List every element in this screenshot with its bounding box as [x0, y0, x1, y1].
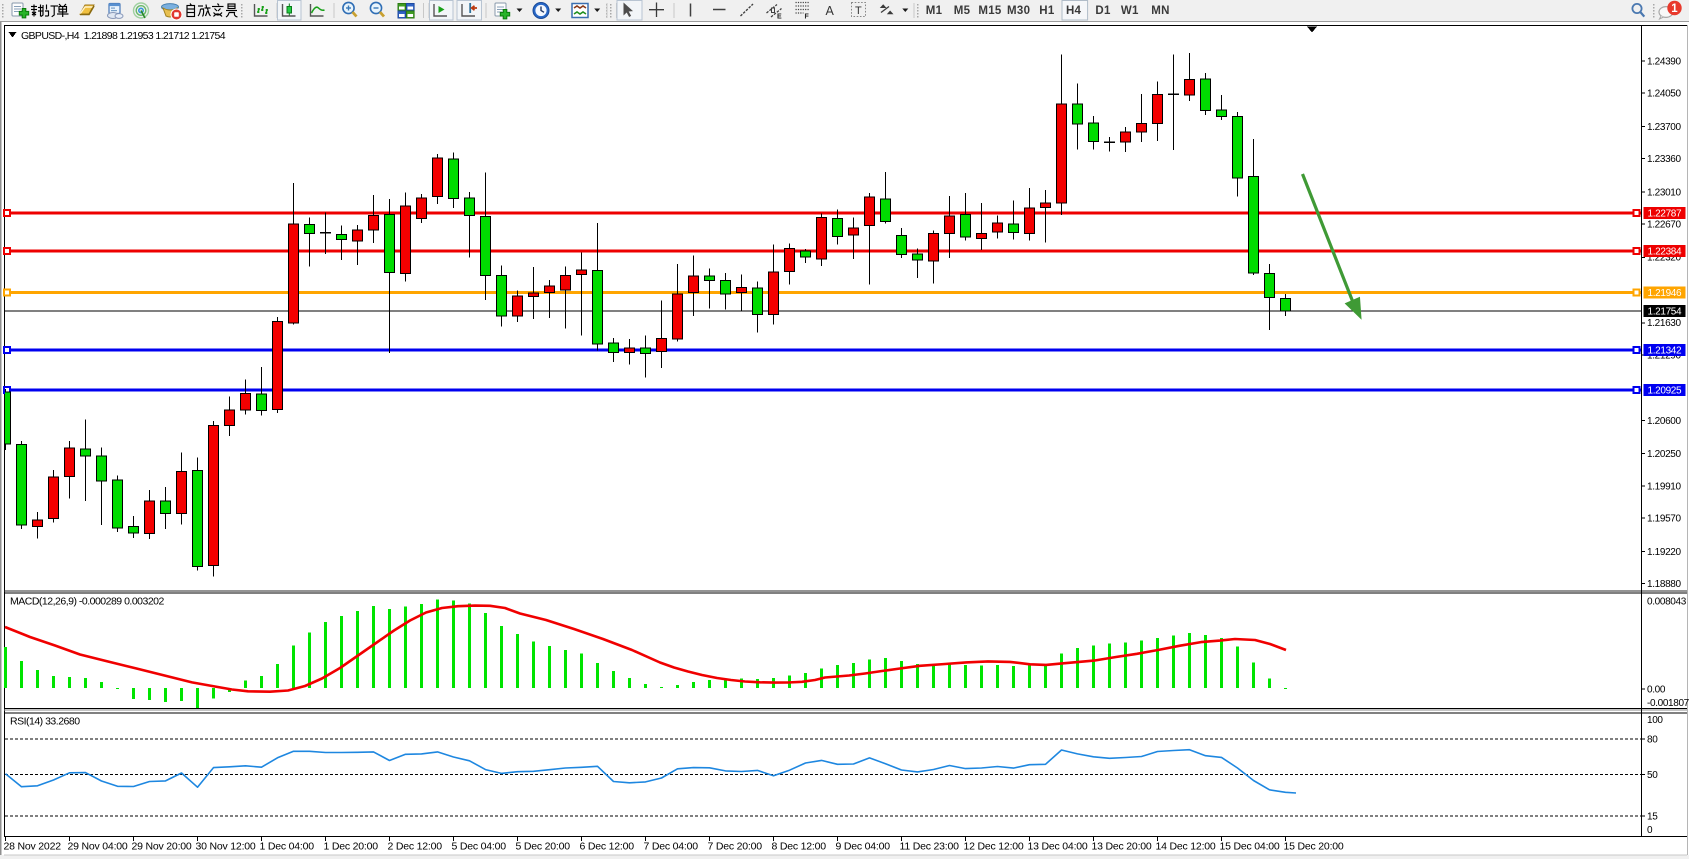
svg-text:MN: MN	[1151, 5, 1170, 17]
svg-text:0: 0	[1647, 825, 1653, 836]
svg-text:1.23010: 1.23010	[1647, 187, 1681, 198]
svg-text:1.23360: 1.23360	[1647, 154, 1681, 165]
svg-text:12 Dec 12:00: 12 Dec 12:00	[964, 841, 1024, 853]
svg-text:11 Dec 23:00: 11 Dec 23:00	[900, 841, 960, 853]
svg-text:-0.001807: -0.001807	[1647, 698, 1689, 709]
svg-text:7 Dec 04:00: 7 Dec 04:00	[644, 841, 699, 853]
svg-text:29 Nov 04:00: 29 Nov 04:00	[68, 841, 128, 853]
svg-text:1: 1	[1671, 3, 1678, 15]
svg-text:1.21946: 1.21946	[1648, 288, 1682, 299]
svg-text:1.23700: 1.23700	[1647, 122, 1681, 133]
svg-text:100: 100	[1647, 715, 1663, 726]
svg-text:1.21342: 1.21342	[1648, 346, 1682, 357]
svg-text:T: T	[855, 5, 862, 17]
svg-text:0.008043: 0.008043	[1647, 597, 1687, 608]
svg-text:MACD(12,26,9) -0.000289 0.0032: MACD(12,26,9) -0.000289 0.003202	[10, 596, 165, 608]
svg-text:1.19220: 1.19220	[1647, 547, 1681, 558]
svg-text:1.20925: 1.20925	[1648, 386, 1682, 397]
svg-text:1.21754: 1.21754	[1648, 307, 1682, 318]
svg-text:D1: D1	[1095, 5, 1111, 17]
svg-text:1.20600: 1.20600	[1647, 416, 1681, 427]
svg-text:29 Nov 20:00: 29 Nov 20:00	[132, 841, 192, 853]
svg-text:F: F	[805, 14, 810, 21]
svg-text:1.21630: 1.21630	[1647, 318, 1681, 329]
svg-text:1.22670: 1.22670	[1647, 220, 1681, 231]
svg-text:1 Dec 20:00: 1 Dec 20:00	[324, 841, 379, 853]
svg-text:28 Nov 2022: 28 Nov 2022	[4, 841, 62, 853]
svg-text:2 Dec 12:00: 2 Dec 12:00	[388, 841, 443, 853]
svg-text:1.22384: 1.22384	[1648, 247, 1682, 258]
svg-text:0.00: 0.00	[1647, 684, 1666, 695]
svg-text:M1: M1	[926, 5, 943, 17]
svg-text:1.20250: 1.20250	[1647, 449, 1681, 460]
svg-text:M15: M15	[978, 5, 1002, 17]
svg-text:80: 80	[1647, 734, 1658, 745]
svg-text:M5: M5	[954, 5, 971, 17]
svg-text:15 Dec 04:00: 15 Dec 04:00	[1220, 841, 1280, 853]
svg-text:6 Dec 12:00: 6 Dec 12:00	[580, 841, 635, 853]
svg-text:A: A	[826, 4, 835, 18]
svg-text:1.24050: 1.24050	[1647, 89, 1681, 100]
svg-text:9 Dec 04:00: 9 Dec 04:00	[836, 841, 891, 853]
svg-text:14 Dec 12:00: 14 Dec 12:00	[1156, 841, 1216, 853]
svg-text:50: 50	[1647, 770, 1658, 781]
svg-text:13 Dec 04:00: 13 Dec 04:00	[1028, 841, 1088, 853]
svg-text:H4: H4	[1066, 5, 1082, 17]
svg-text:1.22320: 1.22320	[1647, 253, 1681, 264]
svg-text:5 Dec 20:00: 5 Dec 20:00	[516, 841, 571, 853]
svg-text:1.24390: 1.24390	[1647, 56, 1681, 67]
svg-text:15: 15	[1647, 811, 1658, 822]
svg-text:RSI(14) 33.2680: RSI(14) 33.2680	[10, 716, 80, 728]
svg-text:1.18880: 1.18880	[1647, 579, 1681, 590]
svg-text:8 Dec 12:00: 8 Dec 12:00	[772, 841, 827, 853]
svg-text:7 Dec 20:00: 7 Dec 20:00	[708, 841, 763, 853]
svg-text:13 Dec 20:00: 13 Dec 20:00	[1092, 841, 1152, 853]
svg-text:GBPUSD-,H4 1.21898 1.21953 1.: GBPUSD-,H4 1.21898 1.21953 1.21712 1.217…	[21, 30, 226, 42]
svg-text:H1: H1	[1039, 5, 1055, 17]
svg-text:15 Dec 20:00: 15 Dec 20:00	[1284, 841, 1344, 853]
svg-text:1.19570: 1.19570	[1647, 514, 1681, 525]
svg-text:1.19910: 1.19910	[1647, 481, 1681, 492]
svg-text:1.22787: 1.22787	[1648, 209, 1682, 220]
svg-text:1 Dec 04:00: 1 Dec 04:00	[260, 841, 315, 853]
svg-text:M30: M30	[1007, 5, 1030, 17]
svg-text:W1: W1	[1121, 5, 1139, 17]
svg-text:5 Dec 04:00: 5 Dec 04:00	[452, 841, 507, 853]
svg-text:E: E	[777, 14, 782, 21]
svg-text:30 Nov 12:00: 30 Nov 12:00	[196, 841, 256, 853]
